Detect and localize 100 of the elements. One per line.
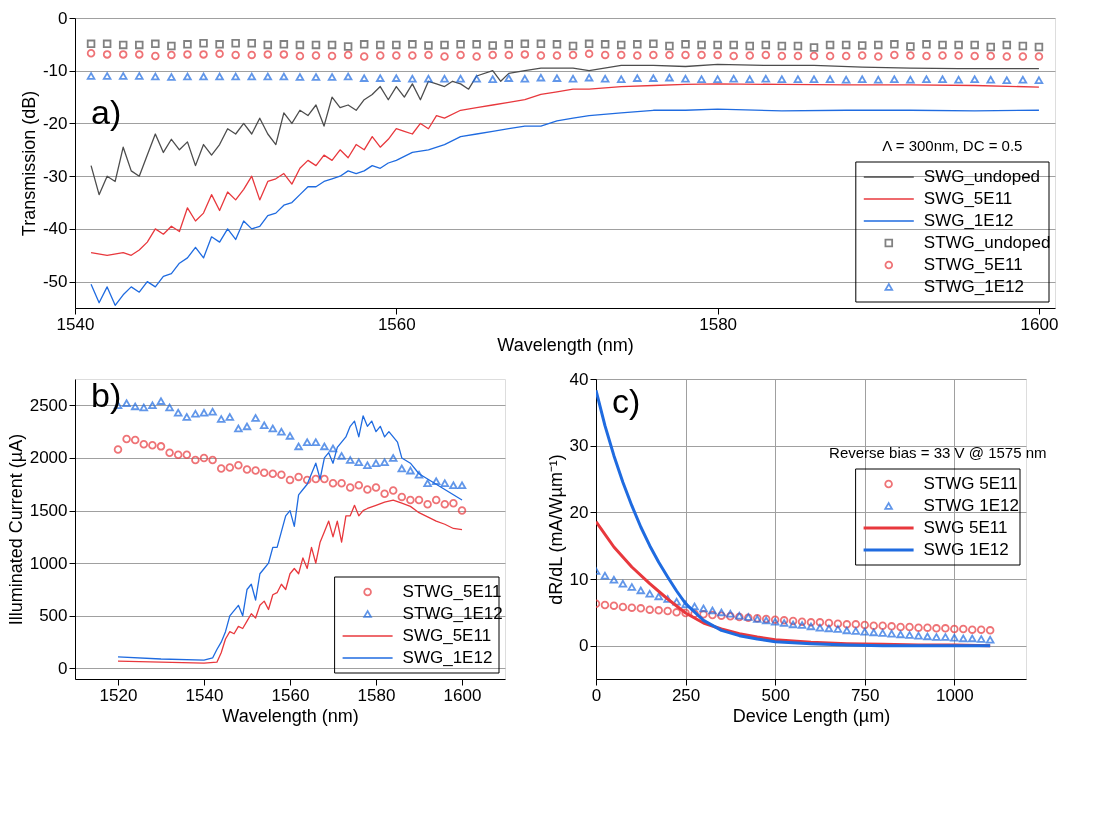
point <box>986 75 995 84</box>
point <box>472 74 481 83</box>
point <box>649 50 658 60</box>
point <box>896 622 905 632</box>
legend-label: STWG_5E11 <box>402 582 502 601</box>
x-tick-label: 1560 <box>271 685 310 705</box>
point <box>923 632 932 641</box>
point <box>456 50 465 60</box>
point <box>536 39 546 49</box>
point <box>388 486 398 495</box>
point <box>431 477 441 485</box>
point <box>600 600 610 610</box>
point <box>860 620 869 630</box>
point <box>371 483 381 492</box>
point <box>294 442 303 451</box>
point <box>279 72 289 81</box>
point <box>199 408 209 417</box>
point <box>311 438 321 446</box>
point <box>793 41 803 51</box>
point <box>320 442 329 451</box>
y-tick-label: 0 <box>58 8 68 28</box>
point <box>906 51 915 60</box>
point <box>797 621 807 629</box>
point <box>86 49 96 58</box>
point <box>102 72 112 80</box>
point <box>191 409 200 418</box>
point <box>681 40 690 49</box>
point <box>231 72 240 81</box>
point <box>636 604 646 613</box>
point <box>672 608 681 617</box>
point <box>135 40 144 50</box>
point <box>440 40 449 50</box>
point <box>242 422 252 431</box>
point <box>311 51 321 60</box>
point <box>890 40 899 49</box>
point <box>363 485 372 494</box>
point <box>216 464 226 473</box>
point <box>627 583 637 591</box>
point <box>424 50 433 60</box>
y-tick-label: 2000 <box>29 448 68 468</box>
point <box>874 52 883 61</box>
point <box>327 40 337 50</box>
point <box>472 52 481 61</box>
point <box>263 72 273 81</box>
x-tick-label: 250 <box>671 685 701 705</box>
point <box>609 601 619 610</box>
point <box>890 75 899 83</box>
point <box>568 41 578 51</box>
point <box>950 633 959 642</box>
point <box>199 453 209 463</box>
point <box>520 74 530 83</box>
point <box>600 74 610 83</box>
point <box>938 75 947 83</box>
point <box>745 75 755 83</box>
point <box>328 444 338 453</box>
point <box>665 50 674 60</box>
point <box>1034 42 1044 52</box>
point <box>713 40 722 50</box>
point <box>295 51 305 61</box>
x-axis-title: Wavelength (nm) <box>497 334 634 355</box>
legend-label: STWG_1E12 <box>923 277 1024 296</box>
x-tick-label: 1560 <box>377 314 416 334</box>
point <box>681 608 690 618</box>
point <box>294 472 303 482</box>
point <box>183 40 192 49</box>
point <box>914 623 923 632</box>
point <box>654 592 663 601</box>
annotation: a) <box>91 92 122 131</box>
point <box>761 40 771 50</box>
point <box>337 478 346 488</box>
point <box>173 408 183 417</box>
point <box>729 74 738 83</box>
point <box>118 50 128 59</box>
legend-label: SWG_5E11 <box>402 626 492 645</box>
point <box>118 40 128 50</box>
point <box>842 626 852 635</box>
point <box>627 603 637 612</box>
x-axis-title: Wavelength (nm) <box>222 705 359 726</box>
point <box>806 622 816 631</box>
point <box>793 51 803 61</box>
point <box>1034 52 1044 61</box>
point <box>788 620 798 629</box>
annotation: Reverse bias = 33 V @ 1575 nm <box>829 444 1047 461</box>
point <box>251 466 260 475</box>
y-tick-label: -10 <box>42 61 68 81</box>
point <box>225 413 235 421</box>
point <box>148 441 157 450</box>
point <box>440 479 450 488</box>
point <box>833 619 843 628</box>
point <box>135 72 144 80</box>
y-tick-label: 30 <box>569 436 589 456</box>
point <box>970 75 979 83</box>
point <box>970 40 979 50</box>
point <box>869 621 878 630</box>
point <box>536 51 546 60</box>
x-tick-label: 1000 <box>935 685 974 705</box>
point <box>122 399 131 408</box>
legend-label: SWG 5E11 <box>923 518 1008 537</box>
point <box>263 40 273 50</box>
point <box>618 579 628 588</box>
